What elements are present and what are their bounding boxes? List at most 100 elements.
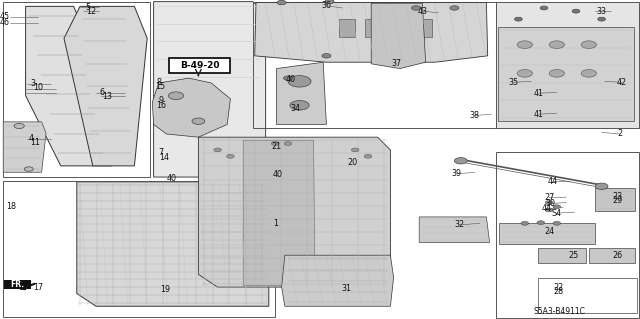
Polygon shape <box>26 6 112 166</box>
Circle shape <box>214 148 221 152</box>
Text: 40: 40 <box>285 75 296 84</box>
Circle shape <box>277 0 286 5</box>
Text: 10: 10 <box>33 83 44 92</box>
Circle shape <box>290 100 309 110</box>
Circle shape <box>572 9 580 13</box>
Text: 28: 28 <box>553 287 563 296</box>
Text: 33: 33 <box>596 7 607 16</box>
Text: 14: 14 <box>159 153 169 162</box>
Circle shape <box>325 0 334 4</box>
Text: 26: 26 <box>612 251 623 260</box>
Polygon shape <box>282 255 394 306</box>
Text: 5: 5 <box>86 3 91 11</box>
Text: 2: 2 <box>617 130 622 138</box>
Circle shape <box>284 142 292 145</box>
Circle shape <box>322 54 331 58</box>
Text: 15: 15 <box>155 82 165 91</box>
Polygon shape <box>77 182 269 306</box>
Text: 7: 7 <box>159 148 164 157</box>
Text: 37: 37 <box>392 59 402 68</box>
Polygon shape <box>496 2 639 128</box>
Circle shape <box>545 201 553 204</box>
Circle shape <box>515 17 522 21</box>
Polygon shape <box>198 137 390 287</box>
Polygon shape <box>243 140 315 286</box>
Bar <box>365 19 381 37</box>
Text: 19: 19 <box>160 285 170 294</box>
Circle shape <box>595 183 608 189</box>
Text: 30: 30 <box>545 199 556 208</box>
Text: 41: 41 <box>534 110 544 119</box>
Circle shape <box>412 6 420 10</box>
Circle shape <box>351 148 359 152</box>
Text: 36: 36 <box>321 1 332 10</box>
Text: 40: 40 <box>273 170 283 179</box>
Text: 4: 4 <box>28 134 33 143</box>
Text: 24: 24 <box>544 227 554 236</box>
Text: 3: 3 <box>31 79 36 88</box>
Circle shape <box>540 6 548 10</box>
Text: 18: 18 <box>6 202 17 211</box>
Circle shape <box>24 167 33 171</box>
Circle shape <box>14 123 24 129</box>
Text: S5A3-B4911C: S5A3-B4911C <box>533 307 586 315</box>
Circle shape <box>545 208 553 212</box>
Circle shape <box>517 41 532 48</box>
Polygon shape <box>255 3 488 62</box>
Text: 25: 25 <box>568 251 579 260</box>
Circle shape <box>517 70 532 77</box>
Polygon shape <box>64 6 147 166</box>
Polygon shape <box>498 27 634 121</box>
Bar <box>538 248 586 263</box>
Polygon shape <box>371 3 426 69</box>
Circle shape <box>284 76 292 80</box>
Text: 31: 31 <box>342 284 352 293</box>
Text: 20: 20 <box>347 158 357 167</box>
Circle shape <box>521 221 529 225</box>
Text: 23: 23 <box>612 192 623 201</box>
Text: 6: 6 <box>100 88 105 97</box>
Text: 41: 41 <box>534 89 544 98</box>
Text: 9: 9 <box>159 96 164 105</box>
Text: 21: 21 <box>271 142 282 151</box>
Circle shape <box>553 205 561 209</box>
Text: 8: 8 <box>156 78 161 87</box>
Circle shape <box>549 70 564 77</box>
Text: 11: 11 <box>30 138 40 147</box>
Circle shape <box>450 6 459 10</box>
Text: 27: 27 <box>544 193 554 202</box>
Text: 1: 1 <box>273 219 278 228</box>
Circle shape <box>549 41 564 48</box>
Text: 12: 12 <box>86 7 97 16</box>
Bar <box>390 19 406 37</box>
Polygon shape <box>419 217 490 242</box>
Text: 39: 39 <box>452 169 462 178</box>
Circle shape <box>227 154 234 158</box>
Text: 42: 42 <box>617 78 627 87</box>
Circle shape <box>581 41 596 48</box>
Circle shape <box>553 221 561 225</box>
FancyBboxPatch shape <box>169 58 230 73</box>
Polygon shape <box>152 78 230 137</box>
Circle shape <box>364 154 372 158</box>
Text: 16: 16 <box>156 101 166 110</box>
Text: FR.: FR. <box>10 280 24 289</box>
Circle shape <box>271 142 279 145</box>
FancyArrowPatch shape <box>21 284 35 289</box>
Text: 38: 38 <box>470 111 480 120</box>
Text: 46: 46 <box>0 19 10 27</box>
Text: 29: 29 <box>612 196 623 205</box>
Text: B-49-20: B-49-20 <box>180 61 220 70</box>
Bar <box>4 280 31 289</box>
Bar <box>538 278 637 313</box>
Text: 22: 22 <box>553 283 563 292</box>
Text: 35: 35 <box>508 78 518 87</box>
Bar <box>416 19 432 37</box>
Circle shape <box>537 221 545 225</box>
Bar <box>499 223 595 244</box>
Text: 45: 45 <box>0 12 10 21</box>
Polygon shape <box>3 122 46 172</box>
Text: 43: 43 <box>417 7 428 16</box>
Text: 44: 44 <box>541 204 552 213</box>
Circle shape <box>288 76 311 87</box>
